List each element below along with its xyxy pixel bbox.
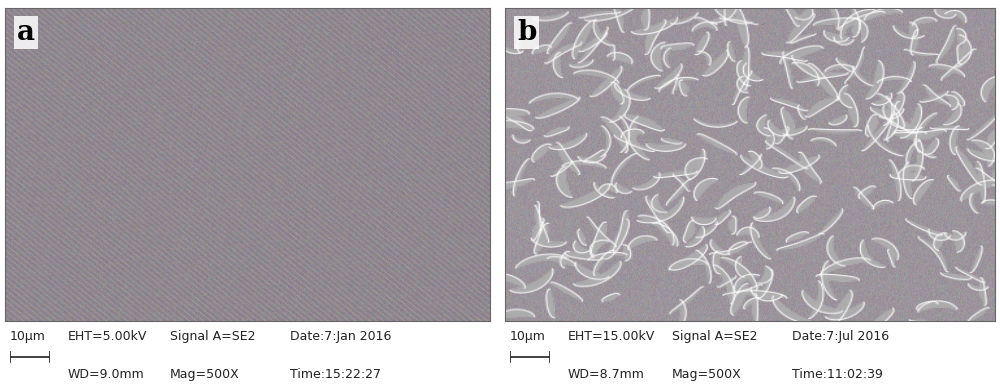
Text: WD=9.0mm: WD=9.0mm xyxy=(68,368,145,380)
Text: WD=8.7mm: WD=8.7mm xyxy=(568,368,645,380)
Text: EHT=15.00kV: EHT=15.00kV xyxy=(568,330,655,343)
Text: Mag=500X: Mag=500X xyxy=(672,368,742,380)
Text: Date:7:Jul 2016: Date:7:Jul 2016 xyxy=(792,330,889,343)
Text: 10μm: 10μm xyxy=(10,330,46,343)
Text: a: a xyxy=(17,19,35,46)
Text: Time:11:02:39: Time:11:02:39 xyxy=(792,368,883,380)
Text: Signal A=SE2: Signal A=SE2 xyxy=(672,330,758,343)
Text: Mag=500X: Mag=500X xyxy=(170,368,240,380)
Text: 10μm: 10μm xyxy=(510,330,546,343)
Text: b: b xyxy=(517,19,537,46)
Text: Date:7:Jan 2016: Date:7:Jan 2016 xyxy=(290,330,391,343)
Text: Signal A=SE2: Signal A=SE2 xyxy=(170,330,256,343)
Text: Time:15:22:27: Time:15:22:27 xyxy=(290,368,381,380)
Text: EHT=5.00kV: EHT=5.00kV xyxy=(68,330,147,343)
